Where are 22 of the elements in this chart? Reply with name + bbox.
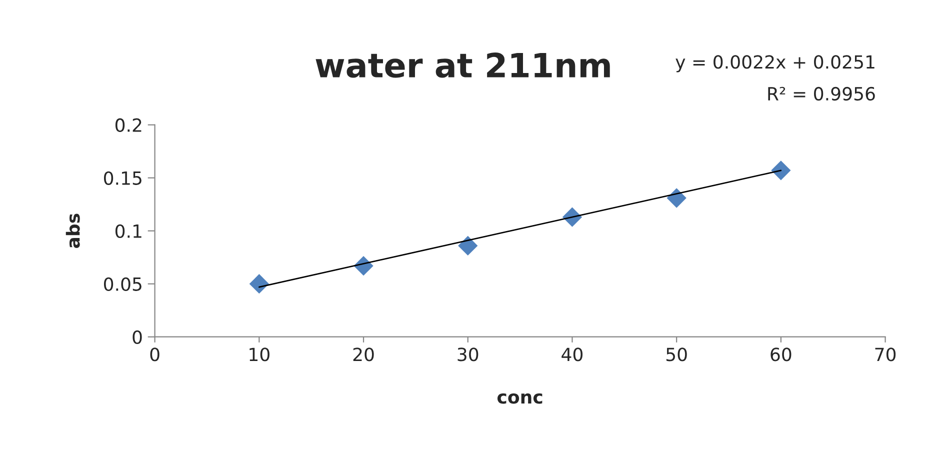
y-axis-title: abs [66,214,80,248]
y-tick-label: 0 [132,330,142,344]
x-tick-label: 30 [458,348,478,362]
point [771,160,791,180]
x-axis-title: conc [497,393,542,404]
point [249,274,269,294]
y-tick-label: 0.15 [104,171,142,185]
point [666,188,686,208]
x-tick-label: 10 [250,348,270,362]
x-tick-label: 60 [770,348,792,362]
text: y = 0.0022x + 0.0251 [676,55,874,72]
x-tick-label: 40 [562,348,583,362]
text: R² = 0.9956 [768,86,875,101]
x-tick-label: 70 [875,348,896,362]
point [458,236,478,256]
y-tick-label: 0.2 [115,118,142,132]
x-tick-label: 20 [353,348,374,362]
x-tick-label: 0 [150,348,160,362]
y-tick-label: 0.05 [104,277,142,291]
x-tick-label: 50 [666,348,687,362]
y-tick-label: 0.1 [115,224,142,238]
chart-title: water at 211nm [316,52,610,78]
